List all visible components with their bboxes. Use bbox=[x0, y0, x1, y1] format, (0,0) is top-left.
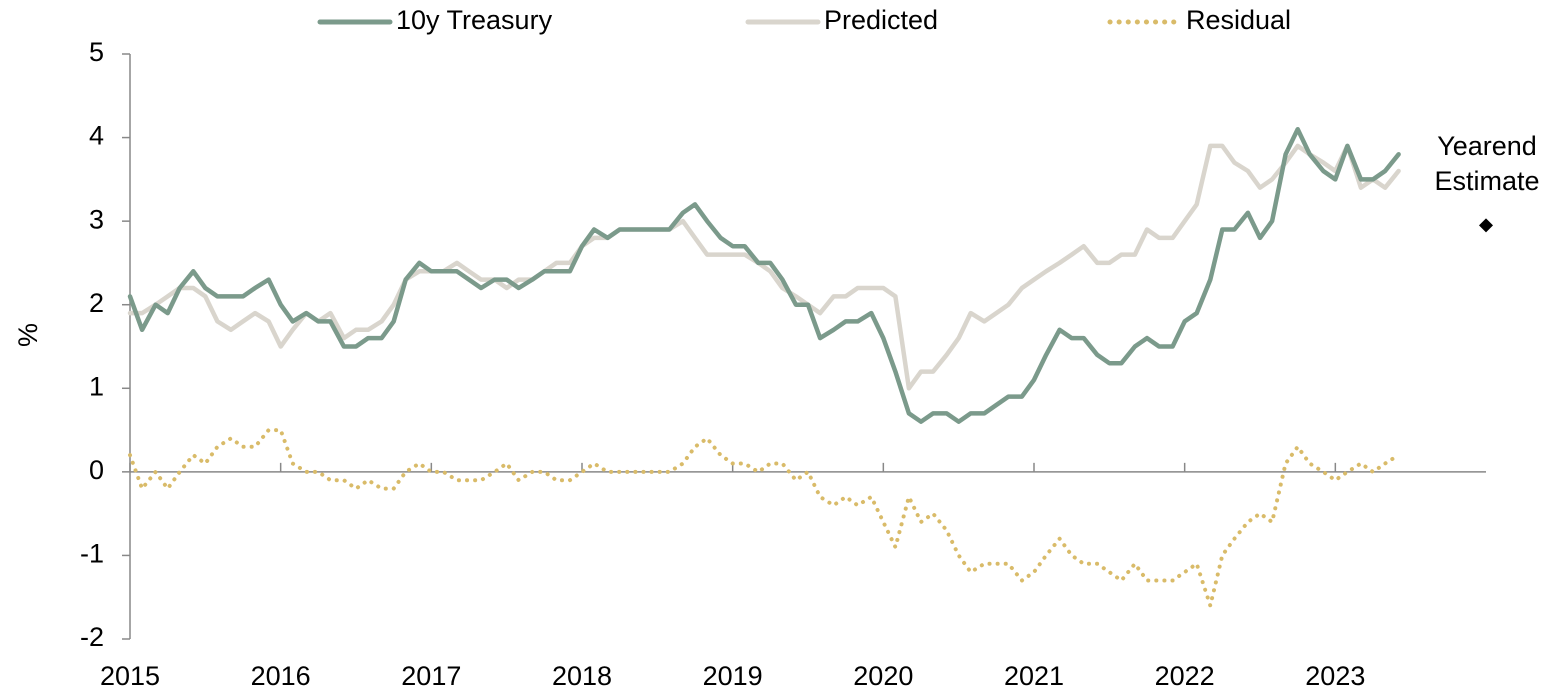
legend-label: Residual bbox=[1186, 5, 1291, 35]
x-tick-label: 2021 bbox=[1004, 661, 1064, 691]
y-axis-label: % bbox=[13, 323, 43, 347]
y-tick-label: 2 bbox=[89, 288, 104, 318]
x-tick-label: 2022 bbox=[1155, 661, 1215, 691]
y-tick-label: 0 bbox=[89, 455, 104, 485]
series-line bbox=[128, 428, 1401, 608]
x-tick-label: 2015 bbox=[100, 661, 160, 691]
estimate-marker bbox=[1479, 218, 1493, 233]
x-tick-label: 2016 bbox=[251, 661, 311, 691]
y-tick-label: 1 bbox=[89, 371, 104, 401]
y-tick-label: 5 bbox=[89, 37, 104, 67]
y-tick-label: 4 bbox=[89, 121, 104, 151]
x-tick-label: 2023 bbox=[1305, 661, 1365, 691]
legend-label: Predicted bbox=[824, 5, 938, 35]
x-tick-label: 2018 bbox=[552, 661, 612, 691]
series-line bbox=[127, 126, 1401, 424]
y-tick-label: -1 bbox=[80, 539, 104, 569]
x-tick-label: 2019 bbox=[703, 661, 763, 691]
x-tick-label: 2017 bbox=[401, 661, 461, 691]
y-tick-label: 3 bbox=[89, 204, 104, 234]
series-line bbox=[127, 143, 1401, 391]
annotation-text: Yearend bbox=[1437, 131, 1537, 161]
y-tick-label: -2 bbox=[80, 622, 104, 652]
legend-label: 10y Treasury bbox=[396, 5, 553, 35]
x-tick-label: 2020 bbox=[853, 661, 913, 691]
annotation-text: Estimate bbox=[1434, 166, 1539, 196]
